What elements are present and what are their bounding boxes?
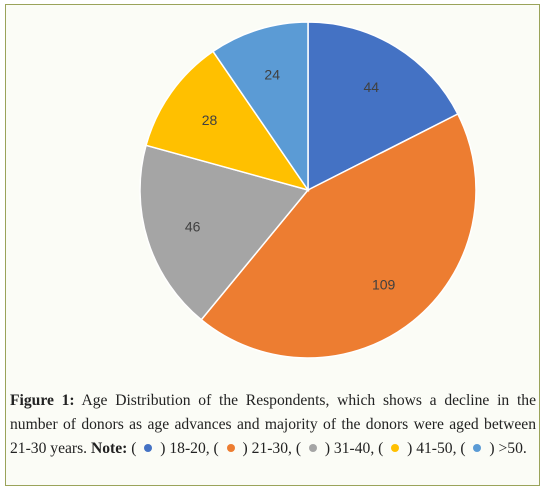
legend-entry->50: ( ) >50. bbox=[460, 440, 527, 457]
legend-entry-21-30: ( ) 21-30, bbox=[213, 440, 296, 457]
legend-dot-icon bbox=[308, 444, 317, 452]
data-label-21-30: 109 bbox=[372, 276, 396, 292]
figure-label: Figure 1: bbox=[10, 392, 75, 409]
legend-entry-18-20: ( ) 18-20, bbox=[131, 440, 214, 457]
legend-label: 21-30 bbox=[251, 440, 289, 457]
pie-slice-41-50 bbox=[145, 50, 310, 192]
legend-label: 41-50 bbox=[416, 440, 453, 457]
legend-dot-icon bbox=[391, 444, 400, 452]
data-label-18-20: 44 bbox=[364, 79, 380, 95]
figure-caption: Figure 1: Age Distribution of the Respon… bbox=[10, 389, 536, 461]
note-label: Note: bbox=[90, 440, 128, 457]
legend-dot-icon bbox=[226, 444, 235, 452]
data-label-41-50: 28 bbox=[202, 112, 218, 128]
pie-chart: 44 109 46 28 24 bbox=[139, 21, 477, 359]
legend-label: 31-40 bbox=[333, 440, 371, 457]
pie-slice->50 bbox=[211, 21, 309, 193]
data-label->50: 24 bbox=[264, 66, 280, 82]
figure-frame: 44 109 46 28 24 Figure 1: Age Distribution o… bbox=[5, 4, 540, 486]
data-label-31-40: 46 bbox=[185, 219, 201, 235]
legend-label: 18-20 bbox=[169, 440, 206, 457]
caption-text: Age Distribution of the Respondents, whi… bbox=[10, 392, 536, 457]
caption-legend: ( ) 18-20, ( ) 21-30, ( ) 31-40, ( ) 41-… bbox=[131, 440, 527, 457]
legend-entry-31-40: ( ) 31-40, bbox=[295, 440, 379, 457]
pie-slice-18-20 bbox=[307, 21, 459, 192]
pie-slice-31-40 bbox=[139, 144, 310, 321]
legend-dot-icon bbox=[473, 444, 482, 452]
pie-slice-21-30 bbox=[200, 113, 477, 359]
legend-dot-icon bbox=[144, 444, 153, 452]
legend-entry-41-50: ( ) 41-50, bbox=[378, 440, 461, 457]
chart-area: 44 109 46 28 24 bbox=[6, 5, 541, 385]
legend-label: >50 bbox=[498, 440, 523, 457]
